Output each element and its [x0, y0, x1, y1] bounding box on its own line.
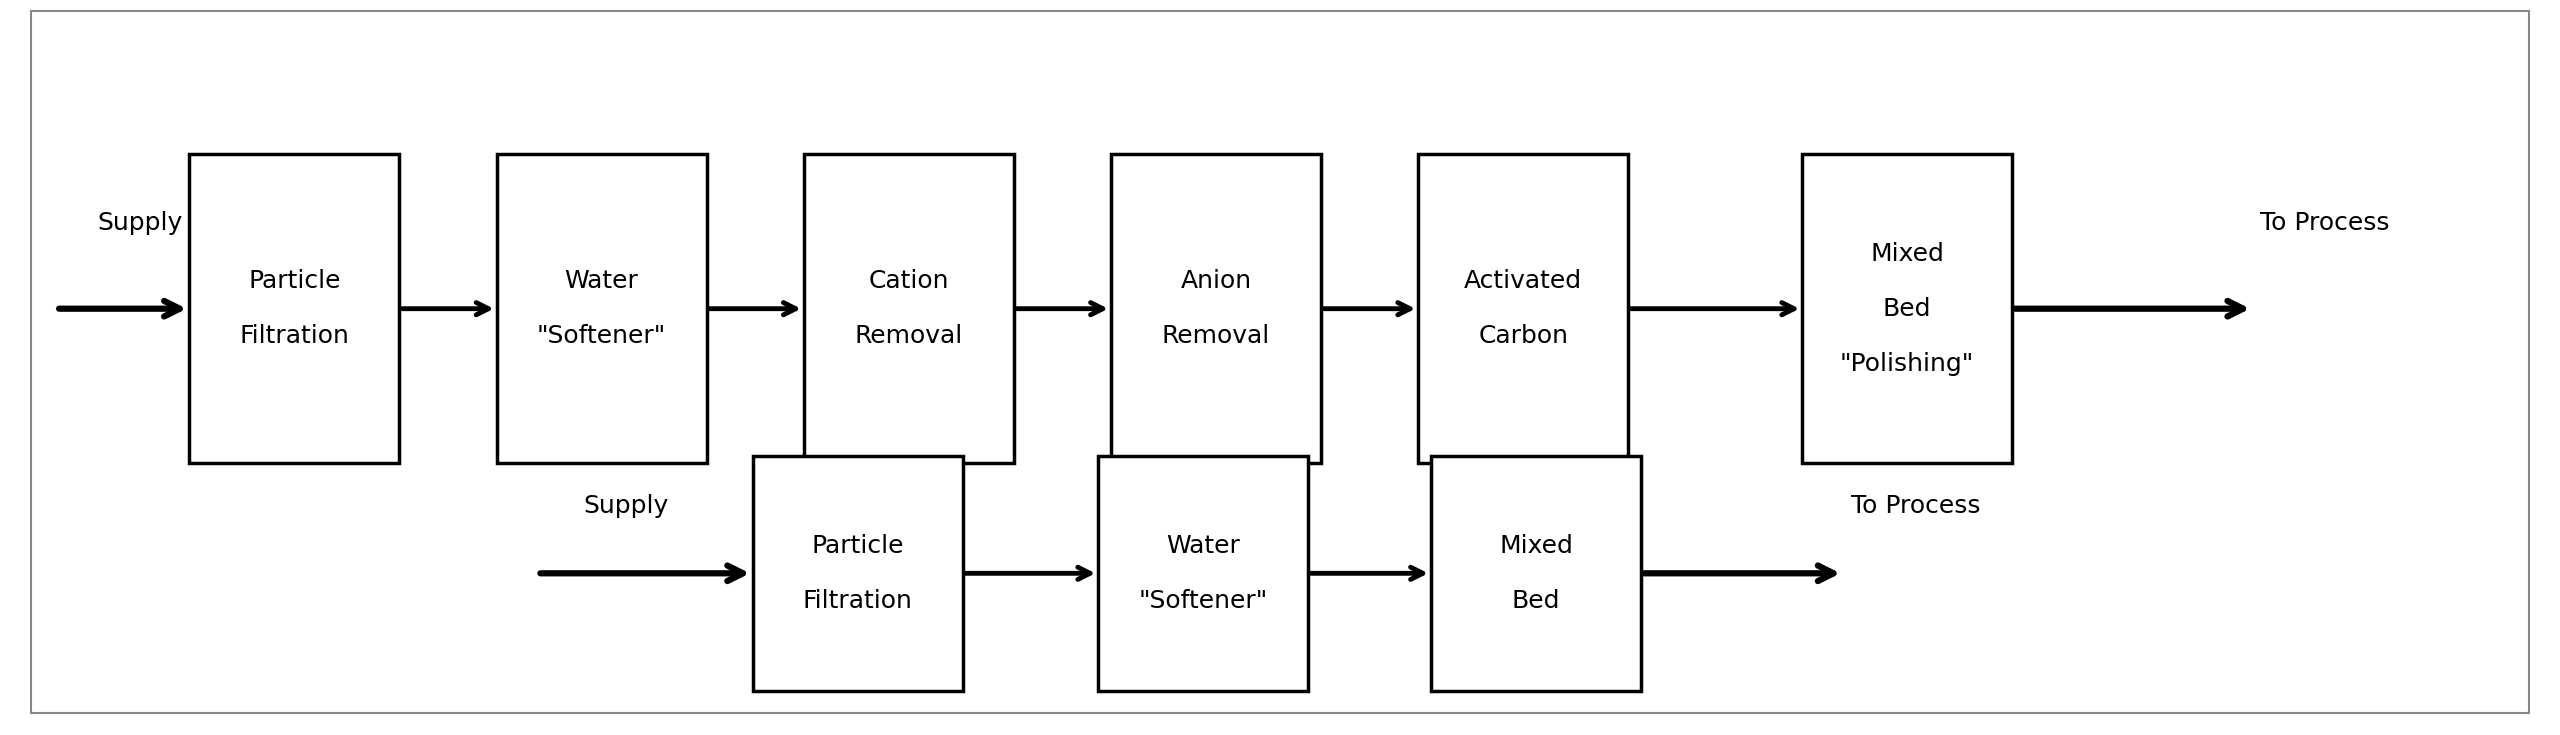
Bar [497, 154, 707, 463]
Text: Filtration: Filtration [804, 589, 911, 613]
Bar [1802, 154, 2012, 463]
Text: Bed: Bed [1884, 297, 1930, 320]
Text: Water: Water [566, 269, 637, 293]
Bar [1098, 456, 1308, 691]
Bar [1431, 456, 1641, 691]
Text: Cation: Cation [868, 269, 950, 293]
Bar [1111, 154, 1321, 463]
Text: Mixed: Mixed [1871, 242, 1943, 265]
Text: "Softener": "Softener" [538, 324, 666, 348]
Text: Anion: Anion [1180, 269, 1252, 293]
Text: Particle: Particle [248, 269, 340, 293]
Text: To Process: To Process [1851, 494, 1981, 518]
Bar [1418, 154, 1628, 463]
Bar [753, 456, 963, 691]
Text: Filtration: Filtration [241, 324, 348, 348]
Text: Particle: Particle [812, 534, 904, 558]
Text: Mixed: Mixed [1500, 534, 1572, 558]
Text: Supply: Supply [97, 211, 182, 235]
Bar [189, 154, 399, 463]
Text: To Process: To Process [2260, 211, 2391, 235]
Text: Carbon: Carbon [1477, 324, 1569, 348]
Bar [804, 154, 1014, 463]
Text: Water: Water [1167, 534, 1239, 558]
Text: Supply: Supply [584, 494, 668, 518]
Text: "Softener": "Softener" [1139, 589, 1267, 613]
Text: Bed: Bed [1513, 589, 1559, 613]
Text: Removal: Removal [855, 324, 963, 348]
Text: Activated: Activated [1464, 269, 1582, 293]
Text: Removal: Removal [1162, 324, 1270, 348]
Text: "Polishing": "Polishing" [1841, 352, 1974, 376]
